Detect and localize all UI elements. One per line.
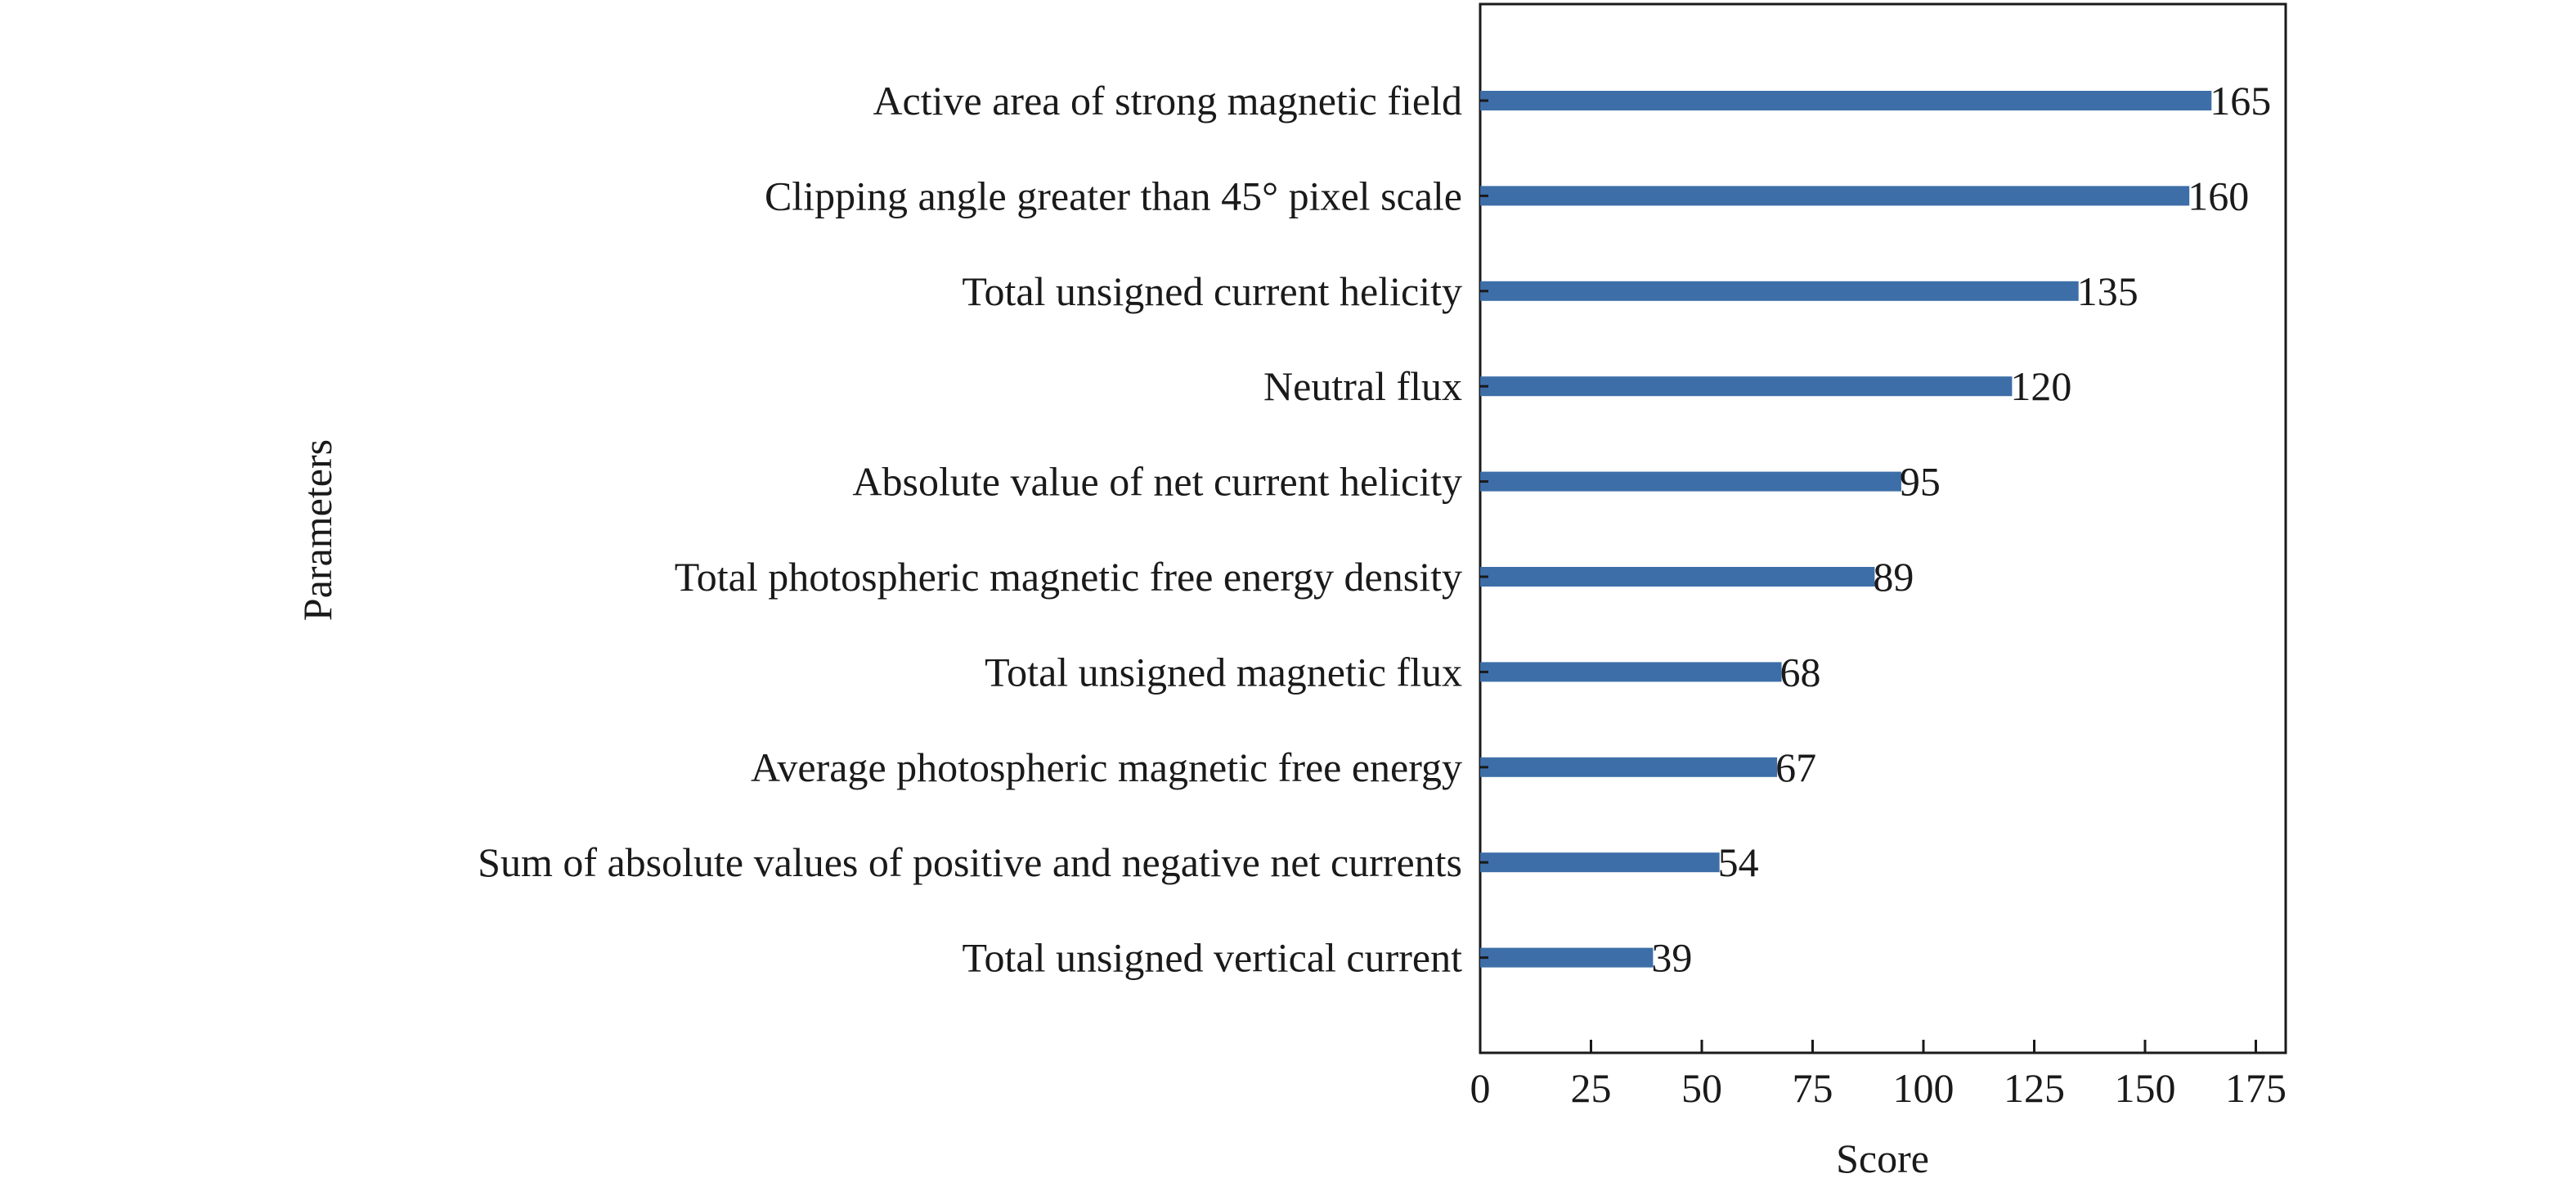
y-axis-label: Parameters <box>294 439 340 621</box>
bar-value-label: 68 <box>1780 649 1821 695</box>
category-label: Total unsigned current helicity <box>962 268 1462 314</box>
category-label: Absolute value of net current helicity <box>852 459 1462 505</box>
bar <box>1480 281 2079 301</box>
x-tick-label: 75 <box>1793 1065 1833 1111</box>
x-tick-label: 175 <box>2225 1065 2287 1111</box>
bar-value-label: 67 <box>1775 744 1816 790</box>
x-tick-label: 0 <box>1470 1065 1491 1111</box>
bar <box>1480 947 1654 968</box>
category-label: Clipping angle greater than 45° pixel sc… <box>765 173 1462 218</box>
x-tick-label: 25 <box>1571 1065 1612 1111</box>
bar <box>1480 376 2013 397</box>
bar-value-label: 120 <box>2010 363 2071 409</box>
bar <box>1480 662 1782 682</box>
category-label: Total photospheric magnetic free energy … <box>675 554 1462 600</box>
bar-value-label: 54 <box>1718 839 1759 885</box>
bars-group: Active area of strong magnetic field 165 C… <box>478 78 2271 981</box>
bar-value-label: 135 <box>2077 268 2138 314</box>
category-label: Average photospheric magnetic free energ… <box>751 744 1462 790</box>
x-tick-label: 50 <box>1681 1065 1722 1111</box>
category-label: Total unsigned magnetic flux <box>985 649 1462 695</box>
x-tick-label: 150 <box>2115 1065 2176 1111</box>
category-label: Active area of strong magnetic field <box>873 78 1462 124</box>
plot-frame <box>1479 2 2287 1054</box>
bar <box>1480 471 1901 492</box>
bar <box>1480 186 2190 206</box>
x-axis-label: Score <box>1836 1135 1929 1181</box>
bar <box>1480 852 1720 873</box>
bar-value-label: 39 <box>1651 935 1692 981</box>
category-label: Sum of absolute values of positive and n… <box>478 839 1462 885</box>
x-tick-label: 100 <box>1893 1065 1954 1111</box>
category-label: Total unsigned vertical current <box>962 935 1462 981</box>
x-axis-ticks: 0 25 50 75 100 125 150 175 <box>1470 1040 2287 1111</box>
bar-value-label: 95 <box>1900 459 1941 505</box>
bar <box>1480 757 1778 777</box>
x-tick-label: 125 <box>2004 1065 2065 1111</box>
bar <box>1480 91 2212 110</box>
bar-value-label: 165 <box>2210 78 2271 124</box>
bar-value-label: 160 <box>2188 173 2249 218</box>
bar <box>1480 567 1875 587</box>
bar-value-label: 89 <box>1873 554 1914 600</box>
category-label: Neutral flux <box>1263 363 1462 409</box>
